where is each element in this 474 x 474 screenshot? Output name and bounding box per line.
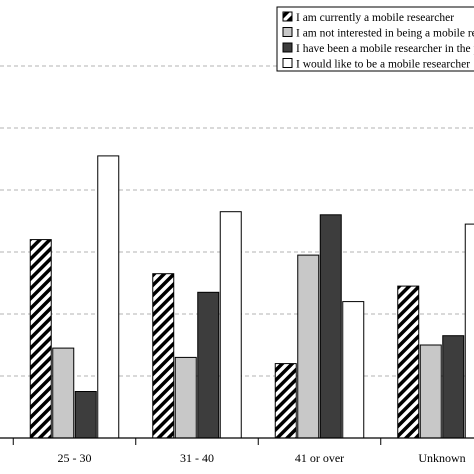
legend-label: I would like to be a mobile researcher	[296, 59, 470, 71]
legend-label: I am currently a mobile researcher	[296, 12, 454, 24]
legend-swatch	[282, 11, 293, 22]
x-axis	[0, 437, 474, 445]
bar-4-Unknown	[464, 223, 474, 439]
bar-2-Unknown	[419, 344, 442, 439]
bar-3-31-40	[197, 291, 220, 439]
bar-1-41orover	[274, 363, 297, 439]
x-tick-label: Unknown	[418, 451, 465, 465]
legend: I am currently a mobile researcher I am n…	[276, 6, 474, 72]
bar-4-25-30	[97, 155, 120, 439]
legend-label: I am not interested in being a mobile re…	[296, 28, 474, 40]
legend-label: I have been a mobile researcher in the p…	[296, 43, 474, 55]
x-tick-label: 25 - 30	[58, 451, 92, 465]
bar-4-41orover	[342, 301, 365, 439]
legend-swatch	[282, 27, 293, 37]
bar-3-25-30	[74, 391, 97, 439]
bar-1-Unknown	[397, 285, 420, 439]
x-tick-labels: 25 - 30 31 - 40 41 or over Unknown	[58, 451, 466, 465]
x-tick-label: 31 - 40	[180, 451, 214, 465]
bar-4-31-40	[219, 211, 242, 439]
legend-swatch	[282, 42, 293, 53]
bars-layer	[29, 155, 474, 439]
bar-1-31-40	[152, 273, 175, 439]
bar-2-41orover	[297, 254, 320, 439]
legend-box	[276, 6, 474, 72]
bar-3-41orover	[319, 214, 342, 439]
bar-3-Unknown	[442, 335, 465, 439]
bar-1-25-30	[29, 239, 52, 439]
bar-2-25-30	[52, 347, 75, 439]
legend-swatch	[282, 58, 293, 68]
bar-2-31-40	[174, 356, 197, 439]
x-tick-label: 41 or over	[295, 451, 344, 465]
